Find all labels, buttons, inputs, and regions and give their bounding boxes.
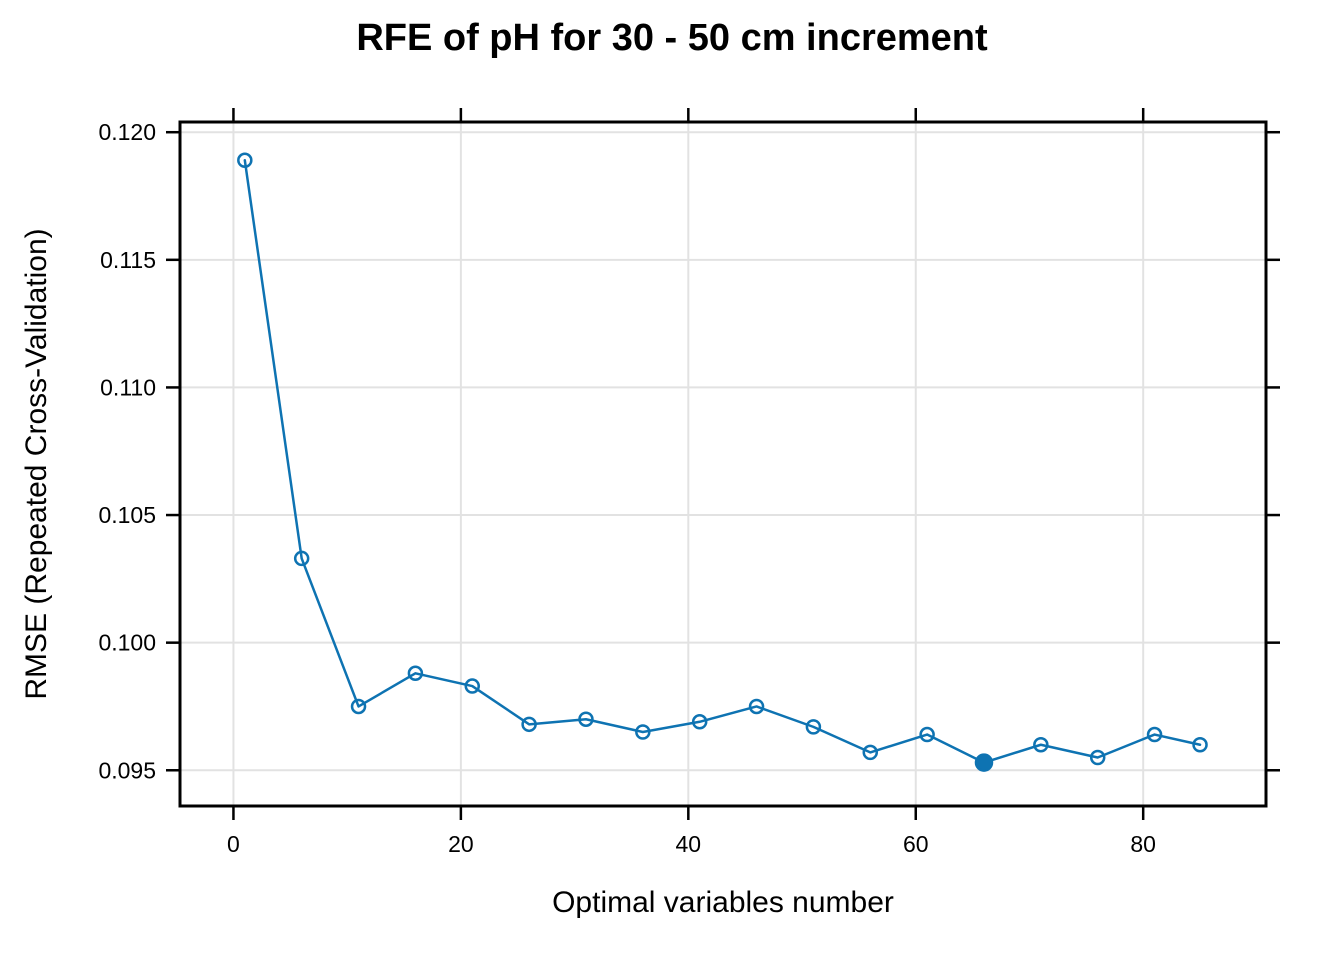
data-point-marker: [635, 724, 651, 740]
data-point-marker: [237, 152, 253, 169]
rfe-rmse-line: [243, 159, 1202, 764]
data-point-marker: [407, 665, 424, 682]
y-tick-label: 0.115: [100, 247, 156, 273]
data-point-marker: [350, 698, 367, 715]
y-tick-label: 0.120: [98, 119, 156, 145]
y-tick-label: 0.105: [98, 502, 156, 528]
data-point-marker: [521, 716, 537, 733]
best-point-marker: [974, 753, 994, 772]
grid-layer: [180, 122, 1266, 806]
x-tick-label: 40: [676, 831, 702, 857]
x-axis-label: Optimal variables number: [552, 886, 894, 919]
series-layer: [237, 152, 1208, 772]
data-point-marker: [805, 719, 822, 735]
data-point-marker: [1146, 726, 1163, 743]
chart-title: RFE of pH for 30 - 50 cm increment: [356, 17, 988, 59]
data-point-marker: [1192, 736, 1208, 753]
x-tick-label: 80: [1130, 831, 1156, 857]
data-point-marker: [578, 711, 594, 727]
data-point-marker: [464, 678, 481, 694]
data-point-marker: [1033, 736, 1049, 753]
x-tick-label: 0: [227, 831, 240, 857]
axes-layer: 0 20 40 60 80 0.095 0.100 0.105 0.110 0.115 0.120: [98, 108, 1280, 857]
data-point-marker: [919, 726, 935, 743]
data-point-marker: [862, 744, 879, 761]
x-tick-label: 60: [903, 831, 929, 857]
data-point-marker: [691, 714, 708, 730]
y-tick-label: 0.100: [98, 630, 156, 656]
x-tick-label: 20: [448, 831, 474, 857]
data-point-marker: [293, 550, 310, 567]
y-tick-label: 0.095: [98, 757, 156, 783]
data-point-marker: [748, 698, 765, 715]
data-point-marker: [1089, 749, 1106, 766]
y-axis-label: RMSE (Repeated Cross-Validation): [20, 228, 53, 699]
panel-border: [178, 120, 1268, 808]
y-tick-label: 0.110: [100, 374, 156, 400]
